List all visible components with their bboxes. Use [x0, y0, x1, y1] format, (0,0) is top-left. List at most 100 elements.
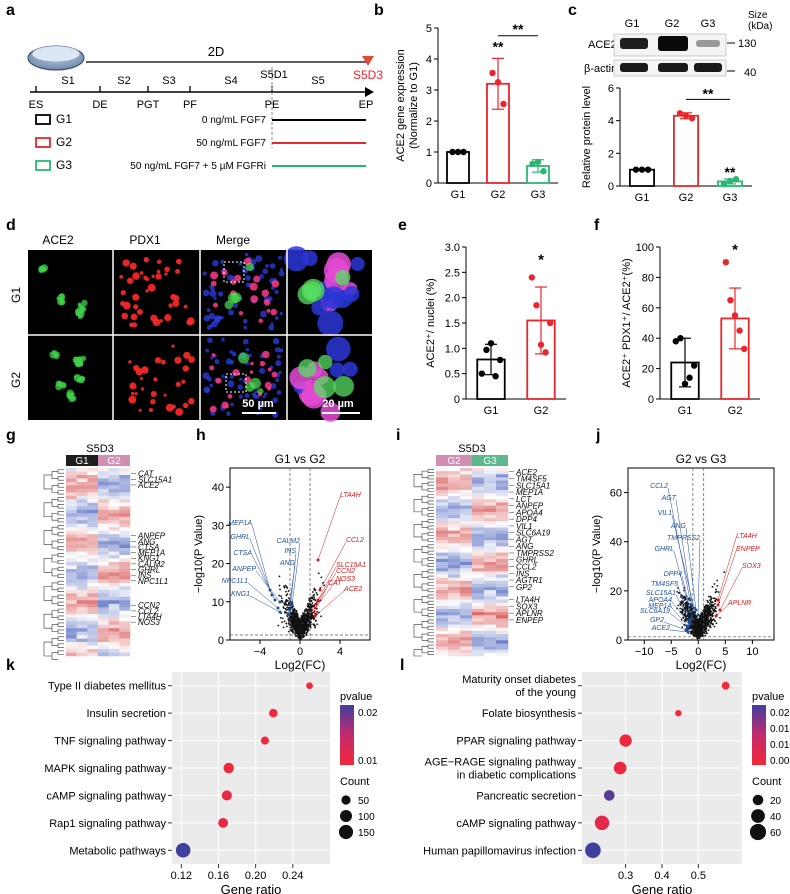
dapi-nucleus [278, 270, 285, 277]
heatmap-cell [484, 524, 497, 528]
heatmap-cell [436, 612, 449, 616]
down-gene-label: CALM2 [277, 538, 300, 545]
highlight-point [684, 628, 688, 632]
heatmap-cell [436, 568, 449, 572]
y-axis-label: ACE2⁺ PDX1⁺/ ACE2⁺(%) [621, 258, 633, 387]
heatmap-cell [472, 524, 485, 528]
heatmap-cell [448, 630, 461, 635]
label-leader [669, 612, 689, 629]
dendrogram-branch [421, 520, 428, 528]
heatmap-cell [108, 516, 120, 521]
enrichment-dot [260, 736, 269, 745]
data-point-g1 [672, 338, 680, 345]
panel-letter-l: l [400, 657, 404, 674]
heatmap-cell [98, 628, 109, 632]
heatmap-cell [448, 621, 461, 625]
heatmap-cell [119, 478, 131, 483]
gene-label: ACE2 [137, 481, 159, 490]
volcano-point [707, 615, 710, 618]
heatmap-cell [98, 568, 109, 573]
heatmap-cell [436, 521, 449, 525]
heatmap-cell [108, 572, 120, 577]
heatmap-cell [436, 518, 449, 522]
down-gene-label: APOA4 [648, 597, 672, 604]
volcano-point [685, 620, 687, 622]
group-swatch-g2 [35, 137, 51, 148]
heatmap-cell [76, 568, 88, 573]
heatmap-cell [472, 489, 485, 494]
ace2-signal [76, 306, 85, 315]
heatmap-cell [472, 477, 485, 481]
zoom-nucleus [343, 286, 360, 302]
heatmap-cell [98, 474, 109, 479]
heatmap-cell [76, 631, 88, 636]
dendrogram-branch [43, 613, 52, 629]
heatmap-cell [98, 624, 109, 629]
data-point-g2 [533, 302, 540, 309]
data-point-g3 [534, 158, 542, 166]
heatmap-cell [448, 615, 461, 619]
dapi-nucleus [258, 400, 265, 407]
data-point-g1 [496, 356, 504, 364]
enrichment-dot [594, 815, 610, 831]
heatmap-cell [108, 551, 120, 556]
down-gene-label: INS [284, 548, 296, 555]
count-legend-label: 60 [770, 828, 782, 839]
x-tick-label-g3: G3 [531, 189, 546, 201]
heatmap-cell [472, 602, 485, 607]
heatmap-cell [108, 562, 120, 566]
heatmap-cell [496, 602, 509, 607]
heatmap-cell [484, 486, 497, 491]
heatmap-cell [496, 640, 509, 644]
volcano-point [277, 624, 280, 627]
heatmap-cell [496, 571, 509, 575]
heatmap-cell [460, 577, 473, 582]
y-tick-label: 6 [608, 83, 614, 95]
heatmap-cell [496, 637, 509, 641]
term-label: Metabolic pathways [69, 845, 166, 857]
heatmap-cell [460, 471, 473, 475]
dapi-nucleus [269, 263, 276, 269]
heatmap-cell [472, 615, 485, 619]
heatmap-cell [76, 558, 88, 563]
y-axis-label: −log10(P Value) [193, 515, 205, 593]
volcano-point [302, 619, 304, 622]
volcano-point [714, 607, 717, 610]
volcano-point [685, 601, 687, 604]
heatmap-cell [66, 579, 77, 584]
y-tick-label: 1.0 [445, 343, 460, 355]
dapi-nucleus [203, 315, 211, 322]
volcano-point [680, 596, 682, 598]
zoom-box-g1 [223, 261, 245, 283]
heatmap-cell [66, 492, 77, 497]
volcano-point [700, 615, 703, 618]
dendrogram-branch [43, 474, 52, 490]
volcano-point [711, 601, 714, 604]
heatmap-cell [98, 645, 109, 650]
heatmap-cell [448, 599, 461, 604]
heatmap-cell [119, 502, 131, 507]
pdx1-nucleus [143, 256, 149, 263]
heatmap-cell [108, 523, 120, 528]
volcano-point [308, 612, 310, 615]
volcano-point [681, 611, 684, 614]
x-tick-label: 0.3 [618, 870, 633, 882]
volcano-point [279, 588, 281, 591]
color-bar [340, 705, 354, 765]
heatmap-cell [108, 537, 120, 542]
dendrogram-branch [51, 582, 58, 591]
x-tick-label-g1: G1 [451, 189, 466, 201]
highlight-point [312, 610, 316, 614]
heatmap-cell [460, 511, 473, 516]
heatmap-cell [448, 577, 461, 582]
volcano-point [300, 619, 303, 622]
y-tick-label: 40 [610, 537, 622, 549]
merge-ace2 [238, 352, 250, 364]
heatmap-cell [496, 562, 509, 566]
bar-g1 [446, 151, 470, 184]
heatmap-cell [448, 489, 461, 494]
heatmap-cell [436, 489, 449, 494]
heatmap-cell [98, 523, 109, 528]
dapi-nucleus [268, 324, 275, 331]
